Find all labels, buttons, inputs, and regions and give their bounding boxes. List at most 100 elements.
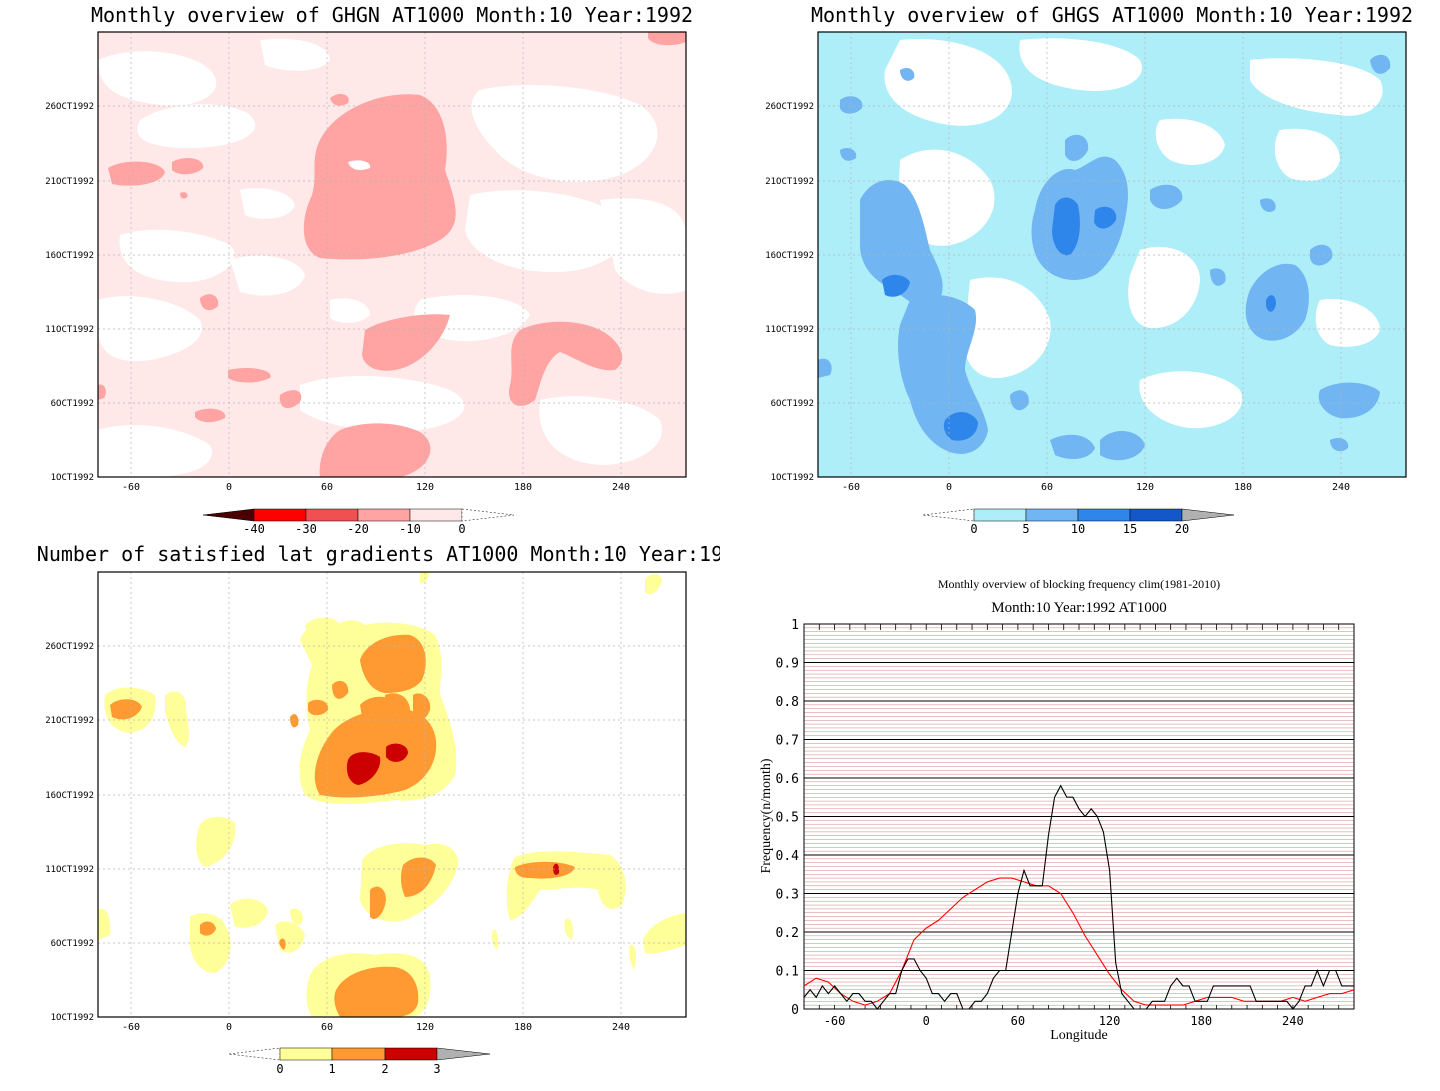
x-axis-ticks: -60 0 60 120 180 240 xyxy=(122,1022,630,1033)
x-tick: 0 xyxy=(226,1022,232,1033)
y-tick: 16OCT1992 xyxy=(765,251,814,261)
x-tick: 240 xyxy=(612,1022,630,1033)
x-tick: -60 xyxy=(122,1022,140,1033)
y-tick-label: 0.8 xyxy=(776,695,799,710)
series-lines xyxy=(803,784,1355,1010)
y-tick-label: 0.7 xyxy=(776,734,799,749)
x-axis-ticks: -60 0 60 120 180 240 xyxy=(842,482,1350,493)
x-tick: 180 xyxy=(1234,482,1252,493)
y-tick-label: 0.5 xyxy=(776,811,799,826)
x-tick-label: 0 xyxy=(923,1014,930,1028)
x-tick: 0 xyxy=(946,482,952,493)
plot-frame xyxy=(97,31,687,478)
y-tick-label: 0.4 xyxy=(776,849,800,864)
x-tick: 120 xyxy=(416,1022,434,1033)
ghgn-panel: Monthly overview of GHGN AT1000 Month:10… xyxy=(45,3,693,536)
colorbar-label: 3 xyxy=(433,1062,440,1076)
x-axis-label: Longitude xyxy=(1050,1028,1108,1043)
colorbar-label: -40 xyxy=(243,522,265,536)
x-tick-label: -60 xyxy=(824,1014,846,1028)
blocking-frequency-chart: Monthly overview of blocking frequency c… xyxy=(759,577,1355,1043)
y-axis-labels: 0 0.1 0.2 0.3 0.4 0.5 0.6 0.7 0.8 0.9 1 xyxy=(776,618,800,1018)
grid-lines xyxy=(818,32,1406,477)
x-axis-labels: -60 0 60 120 180 240 xyxy=(824,1014,1304,1028)
y-tick: 11OCT1992 xyxy=(765,325,814,335)
y-tick-label: 0.3 xyxy=(776,888,799,903)
colorbar-label: 5 xyxy=(1022,522,1029,536)
y-tick: 16OCT1992 xyxy=(45,791,94,801)
chart-subtitle: Month:10 Year:1992 AT1000 xyxy=(991,600,1166,616)
contour-field xyxy=(98,32,686,477)
y-axis-label: Frequency(n/month) xyxy=(759,758,774,873)
colorbar-label: 15 xyxy=(1123,522,1137,536)
panel-title: Monthly overview of GHGS AT1000 Month:10… xyxy=(811,3,1413,27)
grid-lines xyxy=(98,32,686,477)
y-tick-label: 1 xyxy=(791,618,799,633)
y-axis-ticks: 1OCT1992 6OCT1992 11OCT1992 16OCT1992 21… xyxy=(45,102,94,483)
plot-frame xyxy=(97,571,687,1018)
colorbar: 0 5 10 15 20 xyxy=(922,508,1235,536)
y-tick: 26OCT1992 xyxy=(45,642,94,652)
x-tick: 180 xyxy=(514,482,532,493)
y-tick-label: 0 xyxy=(791,1003,799,1018)
colorbar-label: 0 xyxy=(970,522,977,536)
x-tick: 0 xyxy=(226,482,232,493)
y-tick: 26OCT1992 xyxy=(45,102,94,112)
y-tick: 6OCT1992 xyxy=(51,399,94,409)
colorbar-label: 2 xyxy=(381,1062,388,1076)
x-tick: 240 xyxy=(1332,482,1350,493)
colorbar-label: -10 xyxy=(399,522,421,536)
x-tick: 180 xyxy=(514,1022,532,1033)
lat-gradients-panel: Number of satisfied lat gradients AT1000… xyxy=(37,545,720,1076)
grid-lines xyxy=(98,572,686,1017)
x-tick: 60 xyxy=(321,482,333,493)
y-tick: 11OCT1992 xyxy=(45,865,94,875)
colorbar-label: 1 xyxy=(328,1062,335,1076)
y-tick-label: 0.9 xyxy=(776,657,799,672)
contour-field xyxy=(98,572,686,1017)
y-tick: 21OCT1992 xyxy=(765,177,814,187)
y-tick-label: 0.2 xyxy=(776,926,799,941)
y-tick: 21OCT1992 xyxy=(45,177,94,187)
minor-grid xyxy=(804,627,1354,1006)
plot-frame xyxy=(817,31,1407,478)
y-tick: 1OCT1992 xyxy=(771,473,814,483)
y-tick-label: 0.6 xyxy=(776,772,799,787)
colorbar: 0 1 2 3 xyxy=(228,1047,491,1076)
colorbar-label: 0 xyxy=(458,522,465,536)
x-tick: -60 xyxy=(122,482,140,493)
x-tick: 240 xyxy=(612,482,630,493)
observed-line xyxy=(803,784,1354,1010)
colorbar-label: -20 xyxy=(347,522,369,536)
x-tick: 120 xyxy=(416,482,434,493)
y-axis-ticks: 1OCT1992 6OCT1992 11OCT1992 16OCT1992 21… xyxy=(45,642,94,1023)
y-tick-label: 0.1 xyxy=(776,965,799,980)
y-tick: 6OCT1992 xyxy=(771,399,814,409)
top-ticks xyxy=(803,624,1355,1009)
x-axis-ticks: -60 0 60 120 180 240 xyxy=(122,482,630,493)
y-tick: 11OCT1992 xyxy=(45,325,94,335)
colorbar: -40 -30 -20 -10 0 xyxy=(202,508,515,536)
y-axis-ticks: 1OCT1992 6OCT1992 11OCT1992 16OCT1992 21… xyxy=(765,102,814,483)
ghgs-panel: Monthly overview of GHGS AT1000 Month:10… xyxy=(765,3,1413,536)
chart-title: Monthly overview of blocking frequency c… xyxy=(938,577,1220,591)
x-tick-label: 120 xyxy=(1099,1014,1121,1028)
y-tick: 21OCT1992 xyxy=(45,716,94,726)
y-tick: 6OCT1992 xyxy=(51,939,94,949)
x-tick-label: 240 xyxy=(1282,1014,1304,1028)
x-tick-label: 60 xyxy=(1011,1014,1025,1028)
plot-frame xyxy=(803,623,1355,1010)
colorbar-label: 10 xyxy=(1071,522,1085,536)
x-tick: 60 xyxy=(321,1022,333,1033)
panel-title: Monthly overview of GHGN AT1000 Month:10… xyxy=(91,3,693,27)
x-tick: 60 xyxy=(1041,482,1053,493)
x-tick: 120 xyxy=(1136,482,1154,493)
y-tick: 16OCT1992 xyxy=(45,251,94,261)
panel-title: Number of satisfied lat gradients AT1000… xyxy=(37,545,720,566)
colorbar-label: 20 xyxy=(1175,522,1189,536)
x-tick: -60 xyxy=(842,482,860,493)
colorbar-label: -30 xyxy=(295,522,317,536)
colorbar-label: 0 xyxy=(276,1062,283,1076)
y-tick: 26OCT1992 xyxy=(765,102,814,112)
y-tick: 1OCT1992 xyxy=(51,473,94,483)
